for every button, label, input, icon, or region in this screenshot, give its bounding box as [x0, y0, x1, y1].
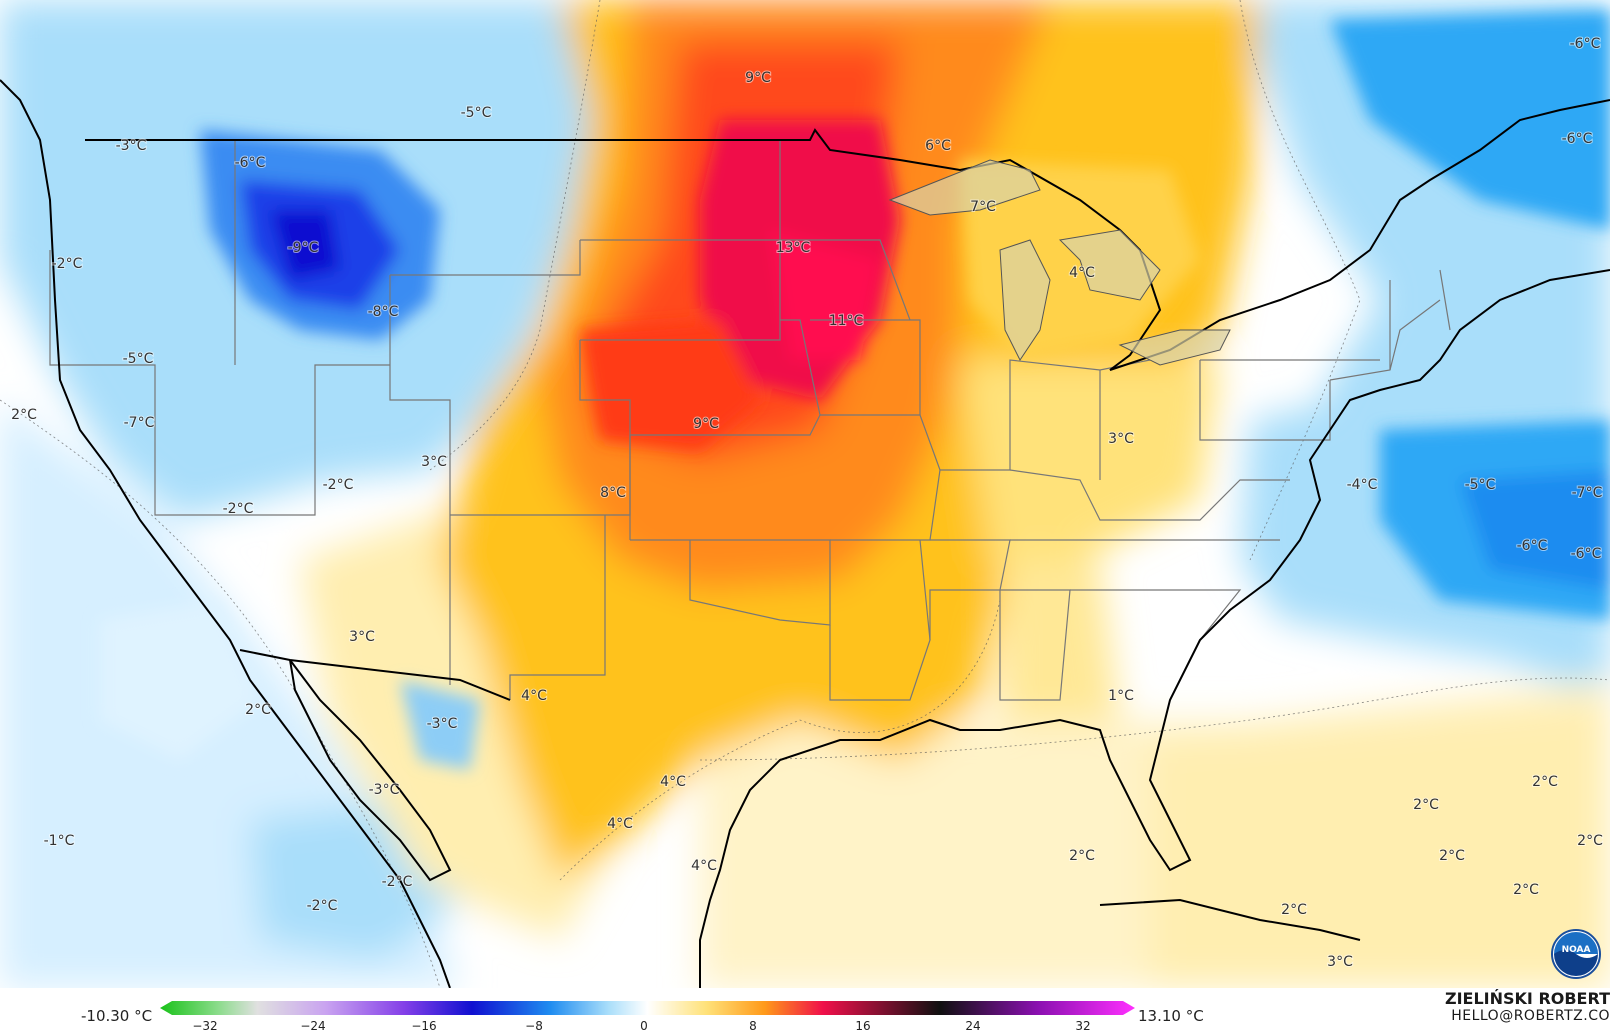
temp-label: 3°C	[349, 629, 375, 645]
author-email[interactable]: HELLO@ROBERTZ.CO	[1451, 1008, 1610, 1024]
temp-label: 11°C	[829, 313, 864, 329]
temp-label: -3°C	[427, 716, 458, 732]
legend-tick: −16	[411, 1019, 437, 1033]
temp-label: -9°C	[288, 240, 319, 256]
temp-label: -1°C	[44, 833, 75, 849]
temp-label: -6°C	[1571, 546, 1602, 562]
temp-label: 4°C	[1069, 265, 1095, 281]
temp-label: 3°C	[1327, 954, 1353, 970]
temp-label: -6°C	[1562, 131, 1593, 147]
temp-label: -3°C	[116, 138, 147, 154]
temp-label: 4°C	[691, 858, 717, 874]
temperature-field	[0, 0, 1610, 988]
contour-lines	[0, 0, 1610, 988]
temp-label: 9°C	[693, 416, 719, 432]
temp-label: -7°C	[124, 415, 155, 431]
temp-label: -2°C	[382, 874, 413, 890]
legend-tick: 16	[855, 1019, 871, 1033]
noaa-logo-icon: NOAA	[1551, 929, 1601, 979]
temp-label: 4°C	[660, 774, 686, 790]
legend-tick: 8	[749, 1019, 757, 1033]
temp-label: 1°C	[1108, 688, 1134, 704]
temp-label: 2°C	[1513, 882, 1539, 898]
temp-label: 4°C	[521, 688, 547, 704]
temp-label: 4°C	[607, 816, 633, 832]
temp-label: -8°C	[368, 304, 399, 320]
temp-label: 2°C	[1577, 833, 1603, 849]
legend-tick: 24	[965, 1019, 981, 1033]
temperature-labels: 9°C 6°C -5°C -3°C -6°C -9°C -8°C -2°C -5…	[10, 35, 1604, 971]
temp-label: 3°C	[1108, 431, 1134, 447]
legend-min-value: -10.30 °C	[81, 1007, 153, 1025]
color-scale-bar	[160, 1001, 1135, 1015]
temp-label: -7°C	[1572, 485, 1603, 501]
color-scale-gradient	[160, 1001, 1135, 1015]
temp-label: -6°C	[235, 155, 266, 171]
temp-label: -6°C	[1517, 538, 1548, 554]
temp-label: -6°C	[1570, 36, 1601, 52]
temp-label: 8°C	[600, 485, 626, 501]
legend-max-value: 13.10 °C	[1138, 1007, 1204, 1025]
legend-tick: 0	[640, 1019, 648, 1033]
legend-tick: −24	[300, 1019, 326, 1033]
temp-label: -2°C	[223, 501, 254, 517]
temp-label: 2°C	[11, 407, 37, 423]
temp-label: 2°C	[1281, 902, 1307, 918]
temp-label: 13°C	[776, 240, 811, 256]
temp-label: -3°C	[369, 782, 400, 798]
temp-label: 2°C	[245, 702, 271, 718]
temp-label: -2°C	[307, 898, 338, 914]
temp-label: 2°C	[1532, 774, 1558, 790]
legend-tick: 32	[1075, 1019, 1091, 1033]
state-borders	[49, 140, 1451, 701]
map-canvas: 9°C 6°C -5°C -3°C -6°C -9°C -8°C -2°C -5…	[0, 0, 1610, 988]
noaa-logo-text: NOAA	[1562, 945, 1591, 955]
temp-label: 6°C	[925, 138, 951, 154]
legend-tick: −8	[525, 1019, 543, 1033]
legend-tick: −32	[192, 1019, 218, 1033]
temp-label: -2°C	[52, 256, 83, 272]
temp-label: 2°C	[1069, 848, 1095, 864]
coastline	[0, 79, 1610, 988]
temp-label: 3°C	[421, 454, 447, 470]
author-name: ZIELIŃSKI ROBERT	[1444, 989, 1610, 1008]
temperature-map[interactable]: 9°C 6°C -5°C -3°C -6°C -9°C -8°C -2°C -5…	[0, 0, 1610, 988]
temp-label: 9°C	[745, 70, 771, 86]
temp-label: 2°C	[1413, 797, 1439, 813]
temp-label: 7°C	[970, 199, 996, 215]
temp-label: -5°C	[1465, 477, 1496, 493]
temp-label: -5°C	[461, 105, 492, 121]
great-lakes	[888, 159, 1231, 366]
temp-label: -4°C	[1347, 477, 1378, 493]
temp-label: -5°C	[123, 351, 154, 367]
temp-label: 2°C	[1439, 848, 1465, 864]
temp-label: -2°C	[323, 477, 354, 493]
